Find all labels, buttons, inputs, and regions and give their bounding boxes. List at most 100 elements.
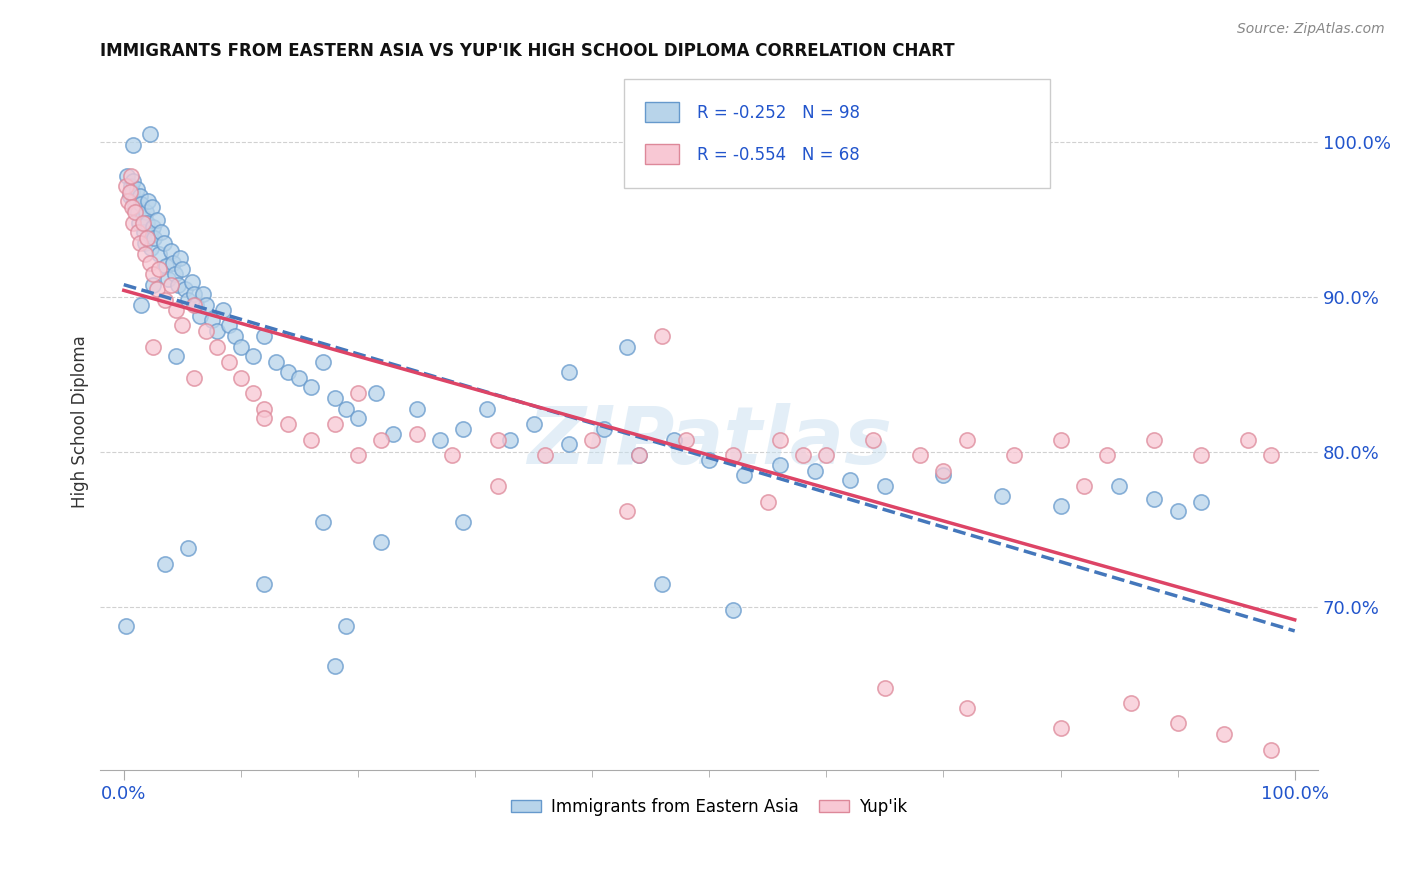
- Point: [143, 231, 166, 245]
- Point: [323, 659, 346, 673]
- Point: [115, 178, 138, 193]
- Point: [117, 169, 139, 184]
- Point: [616, 504, 638, 518]
- Point: [127, 225, 149, 239]
- Point: [177, 293, 200, 308]
- Point: [697, 453, 720, 467]
- Point: [534, 448, 557, 462]
- Point: [1167, 716, 1189, 731]
- Point: [675, 433, 697, 447]
- Point: [166, 349, 188, 363]
- Point: [299, 433, 322, 447]
- Point: [382, 426, 405, 441]
- Point: [132, 225, 155, 239]
- Point: [253, 329, 276, 343]
- Point: [347, 448, 370, 462]
- Point: [142, 277, 165, 292]
- Point: [183, 371, 205, 385]
- Point: [166, 302, 188, 317]
- Point: [488, 433, 510, 447]
- Point: [253, 401, 276, 416]
- Point: [148, 262, 170, 277]
- Point: [124, 194, 146, 208]
- Point: [165, 267, 187, 281]
- Point: [277, 417, 299, 432]
- Text: ZIPatlas: ZIPatlas: [527, 403, 891, 481]
- Point: [370, 535, 392, 549]
- Point: [616, 340, 638, 354]
- Point: [1260, 448, 1282, 462]
- Point: [1119, 696, 1142, 710]
- Point: [1189, 495, 1212, 509]
- Point: [212, 302, 235, 317]
- Point: [815, 448, 838, 462]
- Point: [1049, 721, 1071, 735]
- Point: [721, 448, 744, 462]
- Point: [440, 448, 463, 462]
- Point: [218, 318, 240, 332]
- Point: [651, 577, 673, 591]
- Point: [150, 225, 173, 239]
- Point: [768, 458, 790, 472]
- Point: [405, 401, 427, 416]
- Point: [873, 479, 896, 493]
- Point: [1049, 500, 1071, 514]
- Point: [183, 298, 205, 312]
- Point: [120, 178, 142, 193]
- FancyBboxPatch shape: [645, 145, 679, 164]
- Point: [803, 464, 825, 478]
- Point: [364, 386, 387, 401]
- Point: [138, 128, 160, 142]
- Point: [134, 235, 156, 250]
- Point: [229, 371, 252, 385]
- Text: R = -0.554   N = 68: R = -0.554 N = 68: [697, 145, 860, 164]
- Point: [253, 411, 276, 425]
- Point: [312, 515, 335, 529]
- Point: [323, 417, 346, 432]
- Point: [651, 329, 673, 343]
- Point: [207, 340, 229, 354]
- Point: [152, 235, 174, 250]
- Point: [792, 448, 814, 462]
- Point: [488, 479, 510, 493]
- Point: [592, 422, 614, 436]
- Point: [118, 189, 141, 203]
- Point: [1108, 479, 1130, 493]
- Point: [453, 422, 475, 436]
- Point: [347, 411, 370, 425]
- Point: [155, 259, 177, 273]
- Point: [1143, 433, 1166, 447]
- Point: [1073, 479, 1095, 493]
- Point: [523, 417, 546, 432]
- Point: [581, 433, 603, 447]
- Point: [145, 212, 167, 227]
- Point: [499, 433, 522, 447]
- Legend: Immigrants from Eastern Asia, Yup'ik: Immigrants from Eastern Asia, Yup'ik: [503, 789, 915, 824]
- Point: [127, 205, 149, 219]
- Point: [121, 200, 143, 214]
- Point: [721, 603, 744, 617]
- Text: Source: ZipAtlas.com: Source: ZipAtlas.com: [1237, 22, 1385, 37]
- Point: [335, 619, 357, 633]
- Point: [200, 313, 222, 327]
- Text: IMMIGRANTS FROM EASTERN ASIA VS YUP'IK HIGH SCHOOL DIPLOMA CORRELATION CHART: IMMIGRANTS FROM EASTERN ASIA VS YUP'IK H…: [100, 42, 955, 60]
- Point: [136, 216, 159, 230]
- Point: [157, 271, 180, 285]
- Point: [129, 235, 152, 250]
- Point: [122, 216, 145, 230]
- Point: [173, 282, 195, 296]
- Point: [838, 473, 860, 487]
- Point: [1097, 448, 1119, 462]
- Point: [177, 541, 200, 556]
- Point: [1260, 743, 1282, 757]
- Point: [122, 174, 145, 188]
- Point: [138, 228, 160, 243]
- Point: [218, 355, 240, 369]
- Point: [166, 277, 188, 292]
- Point: [159, 244, 181, 258]
- Point: [124, 200, 146, 214]
- Point: [138, 194, 160, 208]
- Point: [558, 437, 581, 451]
- Point: [299, 380, 322, 394]
- Point: [312, 355, 335, 369]
